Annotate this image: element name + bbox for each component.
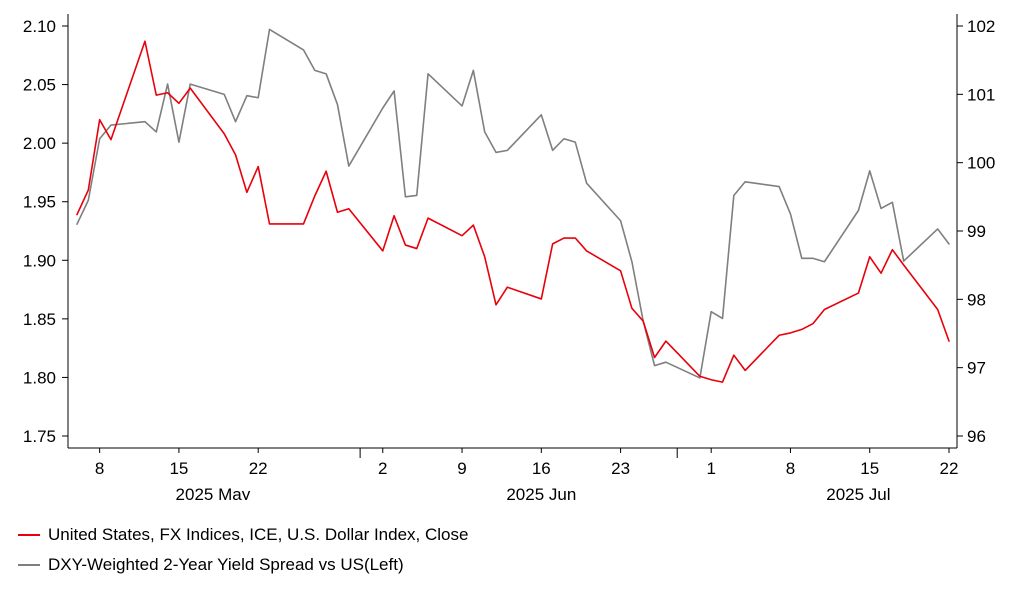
right-tick-label: 101 [967, 85, 995, 104]
series-layer [76, 28, 950, 383]
x-ticks: 8 15 22 2 9 16 23 1 8 15 22 [95, 448, 959, 478]
series-line-yield-spread [76, 28, 950, 379]
left-tick-label: 1.80 [23, 368, 56, 387]
x-tick-label: 15 [169, 459, 188, 478]
left-tick-label: 2.05 [23, 76, 56, 95]
x-tick-label: 8 [95, 459, 104, 478]
right-y-ticks: 96 97 98 99 100 101 102 [957, 17, 995, 446]
legend-swatch-yield-spread [18, 564, 40, 566]
x-tick-label: 8 [786, 459, 795, 478]
left-tick-label: 2.00 [23, 134, 56, 153]
x-tick-label: 2 [378, 459, 387, 478]
right-tick-label: 96 [967, 427, 986, 446]
left-tick-label: 1.75 [23, 427, 56, 446]
dual-axis-line-chart: 1.751.801.851.901.952.002.052.10 9697989… [23, 14, 995, 500]
right-tick-label: 100 [967, 154, 995, 173]
x-tick-label: 16 [532, 459, 551, 478]
left-tick-label: 1.95 [23, 193, 56, 212]
series-line-dollar-index [76, 40, 950, 383]
x-tick-label: 22 [249, 459, 268, 478]
month-labels: 2025 May 2025 Jun 2025 Jul [176, 485, 891, 500]
right-tick-label: 99 [967, 222, 986, 241]
x-tick-label: 22 [940, 459, 959, 478]
month-label: 2025 Jun [506, 485, 576, 500]
x-tick-label: 15 [860, 459, 879, 478]
legend: United States, FX Indices, ICE, U.S. Dol… [18, 520, 468, 580]
right-tick-label: 97 [967, 359, 986, 378]
right-tick-label: 102 [967, 17, 995, 36]
legend-item-yield-spread: DXY-Weighted 2-Year Yield Spread vs US(L… [18, 550, 468, 580]
legend-label: United States, FX Indices, ICE, U.S. Dol… [48, 525, 469, 544]
right-tick-label: 98 [967, 290, 986, 309]
left-tick-label: 1.85 [23, 310, 56, 329]
left-tick-label: 2.10 [23, 17, 56, 36]
left-y-ticks: 1.75 1.80 1.85 1.90 1.95 2.00 2.05 2.10 [23, 17, 68, 446]
x-tick-label: 9 [457, 459, 466, 478]
legend-swatch-dollar-index [18, 534, 40, 536]
legend-item-dollar-index: United States, FX Indices, ICE, U.S. Dol… [18, 520, 468, 550]
left-tick-label: 1.90 [23, 251, 56, 270]
legend-label: DXY-Weighted 2-Year Yield Spread vs US(L… [48, 555, 404, 574]
x-tick-label: 1 [706, 459, 715, 478]
x-tick-label: 23 [611, 459, 630, 478]
month-label: 2025 May [176, 485, 251, 500]
month-label: 2025 Jul [826, 485, 890, 500]
